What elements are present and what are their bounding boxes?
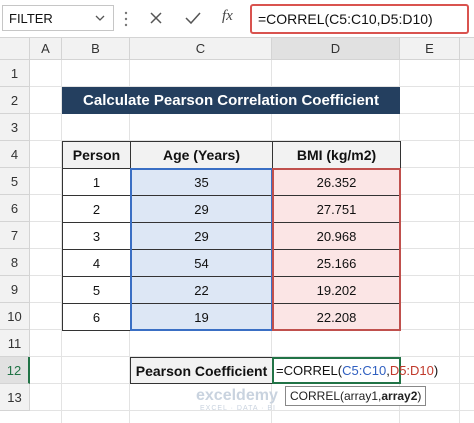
- table-cell: 27.751: [272, 195, 401, 223]
- row-header: 10: [0, 303, 30, 330]
- column-header: C: [130, 38, 272, 60]
- formula-text: =CORREL(C5:C10,D5:D10): [258, 11, 433, 27]
- grid-line: [459, 60, 460, 423]
- table-cell: 4: [62, 249, 131, 277]
- row-header: 3: [0, 114, 30, 141]
- tooltip-part: CORREL(array1,: [290, 389, 382, 403]
- result-label: Pearson Coefficient: [130, 357, 273, 384]
- cancel-icon[interactable]: [148, 10, 164, 26]
- table-cell: 25.166: [272, 249, 401, 277]
- row-header: 4: [0, 141, 30, 168]
- formula-part: =CORREL(: [276, 363, 343, 378]
- row-header: 5: [0, 168, 30, 195]
- watermark-brand: exceldemy: [196, 387, 278, 404]
- row-header: 2: [0, 87, 30, 114]
- row-header: 6: [0, 195, 30, 222]
- grid-line: [30, 86, 474, 87]
- formula-part: ): [433, 363, 439, 378]
- active-cell: =CORREL(C5:C10, D5:D10): [272, 357, 438, 384]
- range-highlight: [272, 168, 401, 331]
- title-banner: Calculate Pearson Correlation Coefficien…: [62, 87, 400, 114]
- grid-line: [30, 356, 474, 357]
- table-header: Person: [62, 141, 131, 169]
- column-header: D: [272, 38, 400, 60]
- fx-button[interactable]: fx: [222, 8, 233, 24]
- watermark-tagline: EXCEL · DATA · BI: [200, 405, 276, 412]
- formula-input[interactable]: =CORREL(C5:C10,D5:D10): [250, 4, 469, 34]
- table-cell: 5: [62, 276, 131, 304]
- row-header: 7: [0, 222, 30, 249]
- formula-part: ,: [386, 363, 390, 378]
- range-highlight: [130, 168, 273, 331]
- row-header: 8: [0, 249, 30, 276]
- table-cell: 29: [130, 195, 273, 223]
- row-header: 13: [0, 384, 30, 411]
- table-cell: 3: [62, 222, 131, 250]
- corner-header: [0, 38, 30, 60]
- name-box-text: FILTER: [9, 10, 53, 26]
- table-cell: 1: [62, 168, 131, 196]
- row-header: 1: [0, 60, 30, 87]
- table-header: BMI (kg/m2): [272, 141, 401, 169]
- tooltip-part: ): [417, 389, 422, 403]
- table-cell: 6: [62, 303, 131, 331]
- formula-part: C5:C10: [342, 363, 387, 378]
- column-header: B: [62, 38, 130, 60]
- table-cell: 35: [130, 168, 273, 196]
- row-header: 12: [0, 357, 30, 384]
- table-cell: 2: [62, 195, 131, 223]
- grid-line: [30, 410, 474, 411]
- table-cell: 29: [130, 222, 273, 250]
- formula-toolbar: [0, 0, 474, 38]
- dropdown-caret[interactable]: [94, 13, 106, 23]
- grid-line: [30, 140, 474, 141]
- function-tooltip: CORREL(array1, array2): [285, 386, 427, 406]
- row-header: 11: [0, 330, 30, 357]
- enter-icon[interactable]: [184, 10, 202, 26]
- table-cell: 19: [130, 303, 273, 331]
- table-cell: 22.208: [272, 303, 401, 331]
- column-header: A: [30, 38, 62, 60]
- formula-part: D5:D10: [389, 363, 434, 378]
- row-header: 9: [0, 276, 30, 303]
- separator-dots: [124, 11, 128, 27]
- column-header: E: [400, 38, 460, 60]
- grid-line: [61, 60, 62, 423]
- tooltip-part: array2: [381, 389, 418, 403]
- column-header: [460, 38, 474, 60]
- name-box[interactable]: FILTER: [2, 5, 114, 31]
- table-header: Age (Years): [130, 141, 273, 169]
